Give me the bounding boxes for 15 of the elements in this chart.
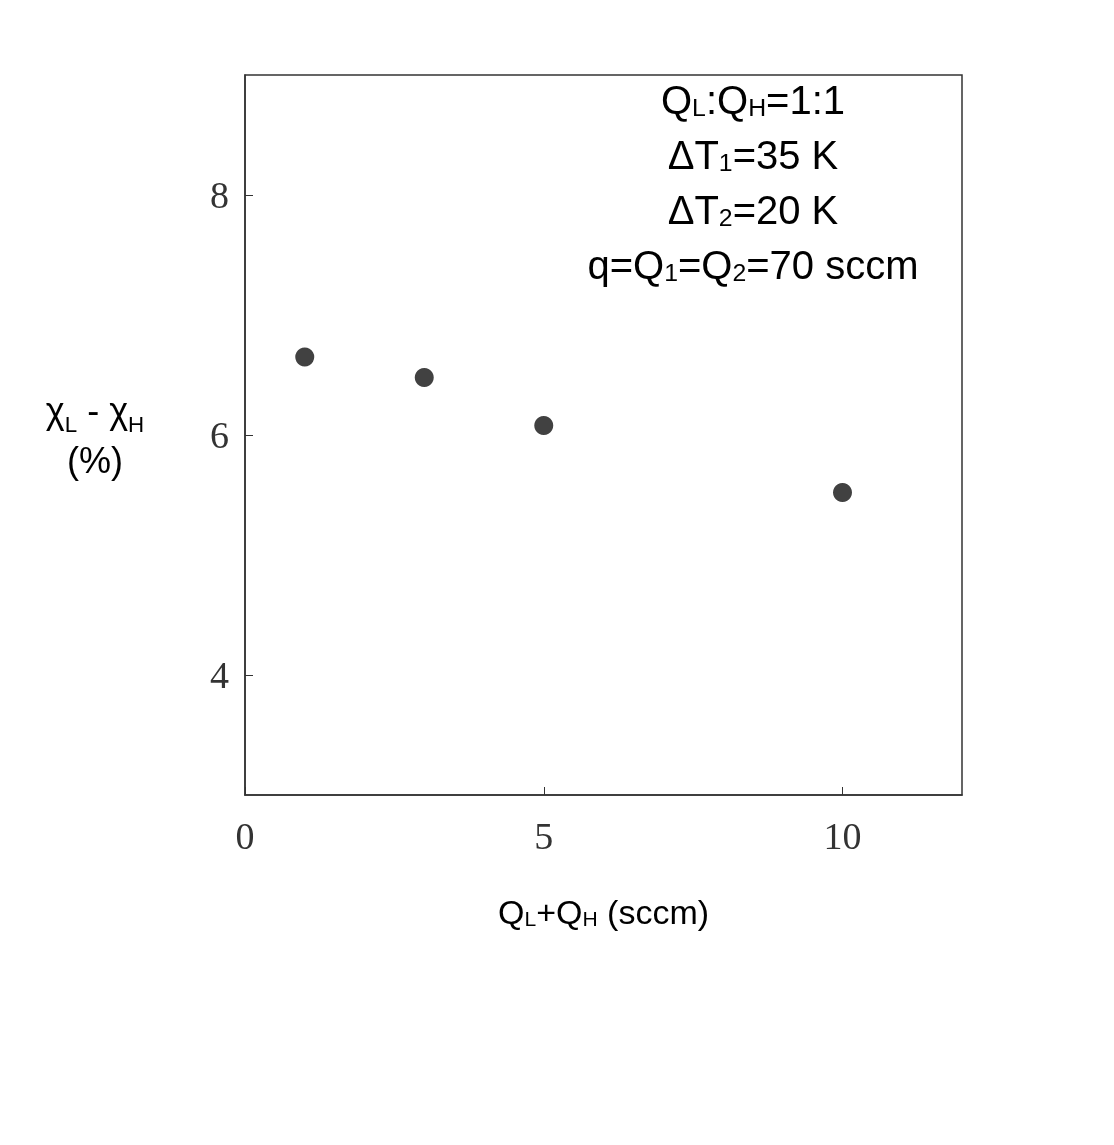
x-tick-label: 0 (235, 815, 255, 857)
annotation: q=Q1=Q2=70 sccm (587, 243, 919, 287)
y-tick-label: 4 (210, 654, 229, 696)
annotation: ΔT1=35 K (667, 133, 839, 177)
annotation: QL:QH=1:1 (660, 78, 845, 122)
point (414, 367, 434, 387)
point (833, 483, 852, 503)
annotation: ΔT2=20 K (667, 188, 839, 232)
y-tick-label: 6 (210, 414, 229, 456)
x-tick-label: 10 (823, 815, 862, 857)
x-axis-title: QL+QH (sccm) (497, 893, 710, 931)
y-tick-label: 8 (210, 174, 229, 216)
point (295, 347, 315, 367)
x-tick-label: 5 (534, 815, 554, 857)
point (534, 415, 554, 435)
